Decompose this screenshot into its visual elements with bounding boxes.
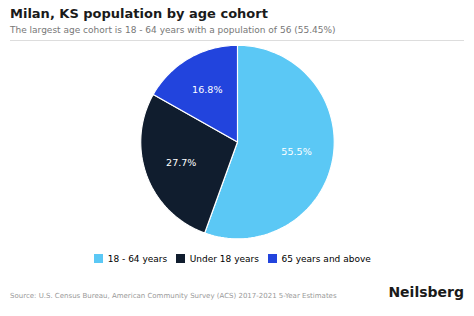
svg-text:55.5%: 55.5% <box>281 146 311 157</box>
html-text:18 - 64 years: 18 - 64 years <box>107 253 168 264</box>
html-text:Neilsberg: Neilsberg <box>388 283 464 300</box>
html-text:Milan, KS population by age co: Milan, KS population by age cohort <box>10 6 268 21</box>
svg-text:16.8%: 16.8% <box>192 84 222 95</box>
html-text:The largest age cohort is 18 -: The largest age cohort is 18 - 64 years … <box>10 25 336 35</box>
html-text:Source: U.S. Census Bureau, Am: Source: U.S. Census Bureau, American Com… <box>10 291 337 300</box>
html-text:65 years and above: 65 years and above <box>281 253 371 264</box>
svg-text:27.7%: 27.7% <box>166 157 196 168</box>
html-text:Under 18 years: Under 18 years <box>189 253 259 264</box>
